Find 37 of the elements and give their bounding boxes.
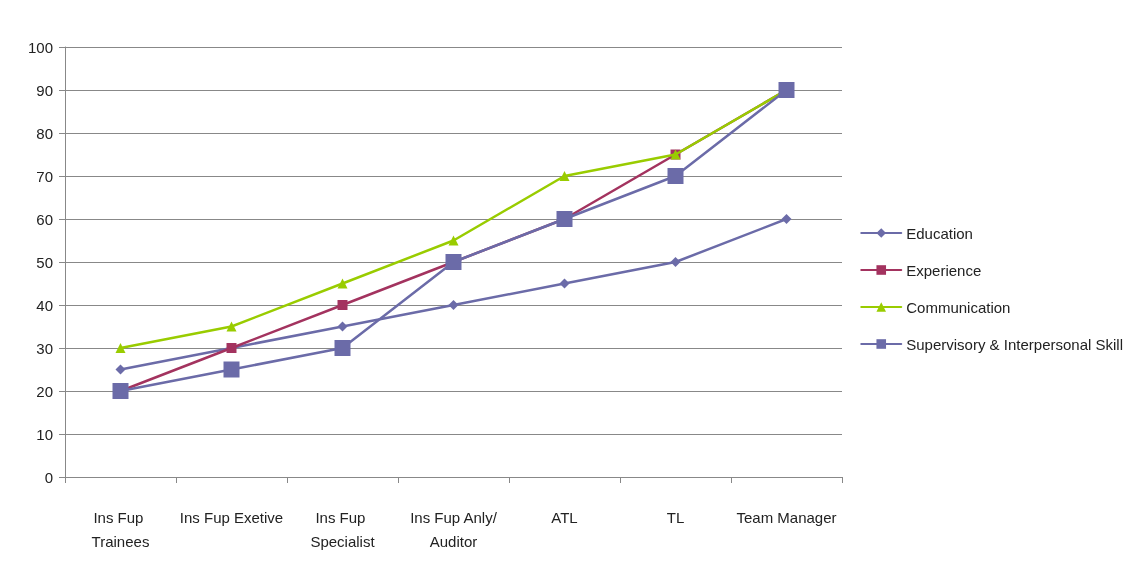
point: [337, 278, 348, 289]
point: [448, 235, 459, 246]
y-tick-label: 90: [36, 81, 53, 99]
y-tick-label: 0: [44, 468, 53, 486]
legend-label: Experience: [906, 261, 982, 279]
y-tick-label: 50: [36, 253, 53, 271]
point: [223, 361, 240, 378]
y-tick-label: 40: [36, 296, 53, 314]
point: [667, 168, 684, 184]
legend-label: Supervisory & Interpersonal Skill: [906, 335, 1124, 353]
y-tick-label: 100: [27, 38, 53, 56]
point: [115, 343, 126, 353]
point: [334, 340, 351, 356]
point: [781, 214, 792, 224]
point: [115, 364, 126, 375]
y-tick-label: 20: [36, 382, 53, 400]
point: [337, 321, 348, 332]
point: [670, 257, 681, 267]
x-tick-label: Ins Fup Anly/Auditor: [410, 508, 498, 550]
x-tick-label: Ins Fup Specialist: [310, 508, 376, 550]
point: [559, 278, 570, 289]
x-tick-label: TL: [666, 508, 685, 526]
x-tick-label: Team Manager: [736, 508, 837, 526]
legend-label: Communication: [906, 298, 1011, 316]
point: [448, 300, 459, 310]
legend-label: Education: [906, 224, 973, 242]
y-tick-label: 60: [36, 210, 53, 228]
x-tick-label: Ins Fup Exetive: [179, 508, 284, 526]
y-tick-label: 80: [36, 124, 53, 142]
x-tick-label: Ins Fup Trainees: [91, 508, 150, 550]
x-tick-label: ATL: [551, 508, 578, 526]
y-tick-label: 30: [36, 339, 53, 357]
point: [226, 321, 237, 332]
y-tick-label: 10: [36, 425, 53, 443]
point: [559, 171, 570, 181]
point: [337, 300, 348, 310]
y-tick-label: 70: [36, 167, 53, 185]
